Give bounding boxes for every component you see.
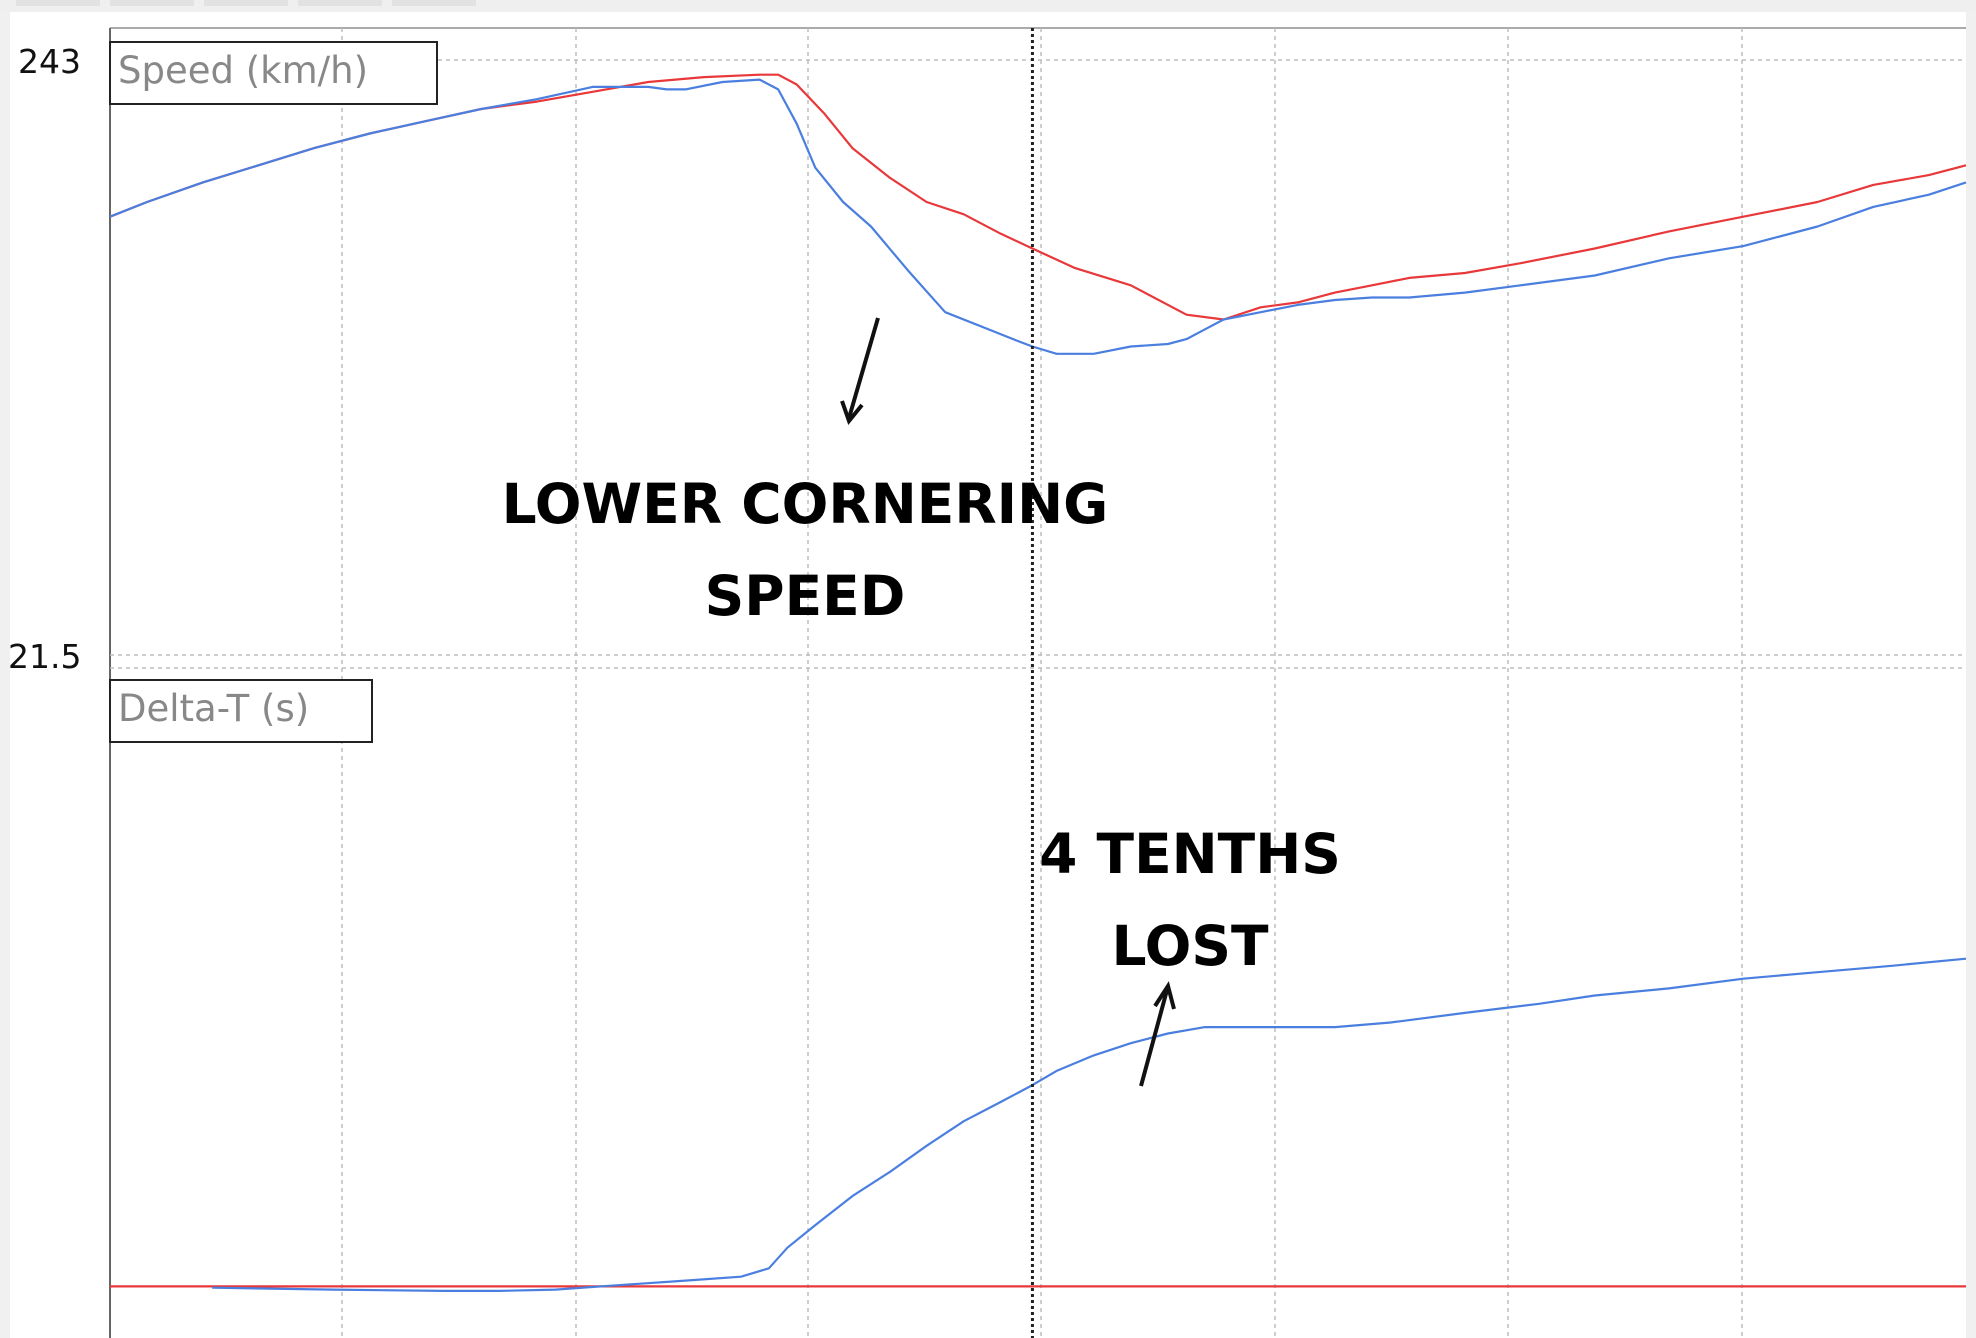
speed-reference-lap-line	[109, 73, 1967, 321]
speed-comparison-lap-line	[109, 78, 1967, 355]
speed-channel-title: Speed (km/h)	[118, 49, 368, 92]
annotation-line: 4 TENTHS	[1039, 822, 1341, 886]
delta-title-box	[109, 679, 373, 743]
toolbar-tab[interactable]	[16, 0, 100, 6]
grid	[110, 28, 1966, 1338]
right-margin	[1966, 12, 1976, 1338]
speed-y-bottom-label: 21.5	[8, 637, 81, 676]
toolbar-tab[interactable]	[392, 0, 476, 6]
delta-channel-title: Delta-T (s)	[118, 687, 309, 730]
toolbar-tab[interactable]	[298, 0, 382, 6]
annotation-four-tenths-lost: 4 TENTHS LOST	[1030, 808, 1350, 992]
speed-y-top-label: 243	[18, 42, 81, 81]
toolbar-strip	[0, 0, 1976, 12]
annotation-lower-cornering-speed: LOWER CORNERING SPEED	[480, 458, 1130, 642]
delta-comparison-lap-line	[212, 957, 1967, 1293]
speed-title-box	[109, 41, 438, 105]
left-margin	[0, 12, 10, 1338]
tenths-arrow	[1139, 981, 1176, 1087]
annotation-line: LOST	[1111, 914, 1269, 978]
annotation-line: LOWER CORNERING	[501, 472, 1109, 536]
cornering-arrow	[840, 317, 880, 426]
toolbar-tab[interactable]	[204, 0, 288, 6]
annotation-line: SPEED	[704, 564, 906, 628]
series-layer	[109, 73, 1967, 1293]
toolbar-tab[interactable]	[110, 0, 194, 6]
